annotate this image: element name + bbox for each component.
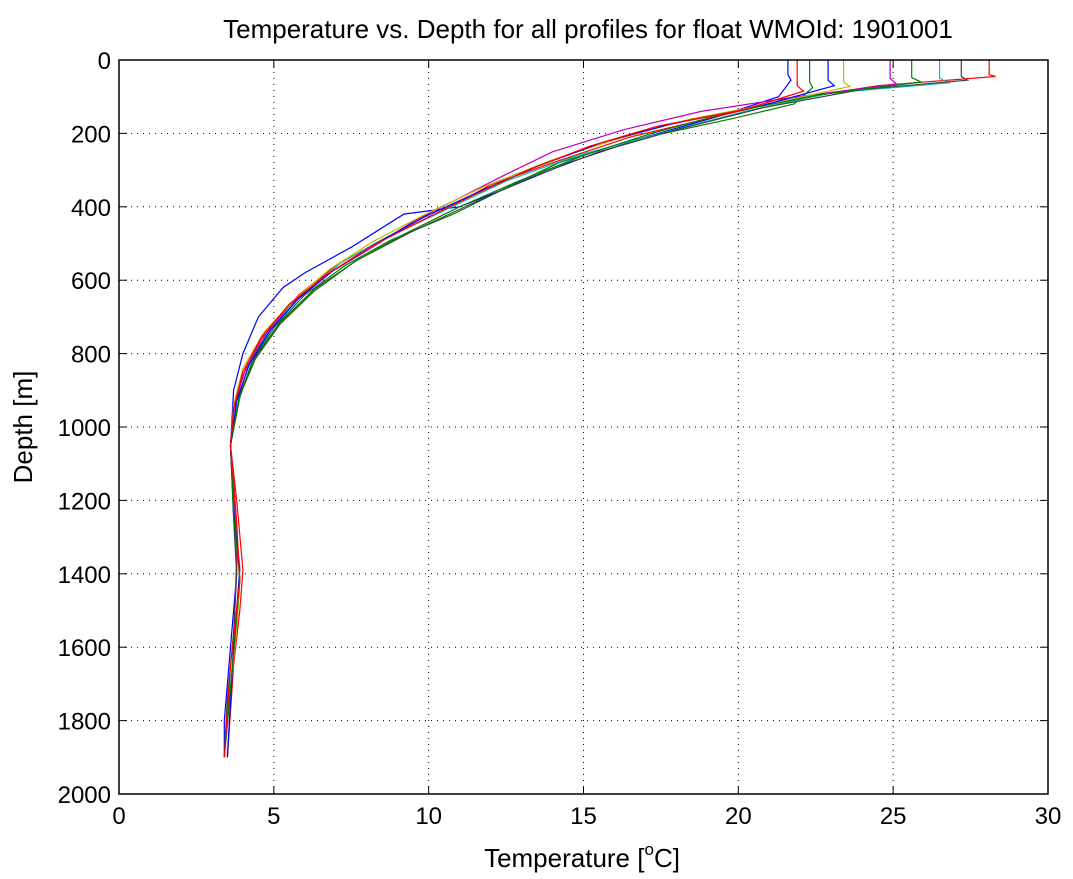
y-tick-label: 200 [71,121,111,148]
profile-line [223,60,952,758]
y-tick-label: 1400 [58,562,111,589]
profile-line [226,60,836,758]
y-tick-label: 800 [71,342,111,369]
chart-title: Temperature vs. Depth for all profiles f… [223,14,953,44]
x-tick-label: 25 [880,803,907,830]
profile-line [223,60,924,758]
x-axis-label: Temperature [oC] [484,840,680,873]
y-tick-label: 0 [98,48,111,75]
profile-lines [223,60,996,758]
y-tick-label: 1800 [58,709,111,736]
x-axis-label-main: Temperature [ [484,843,645,873]
x-axis-label-end: C] [654,843,680,873]
x-axis-label-superscript: o [644,840,653,859]
y-tick-label: 400 [71,195,111,222]
profile-line [223,60,852,758]
plot-frame [118,59,1049,795]
y-tick-label: 1000 [58,415,111,442]
x-tick-label: 20 [725,803,752,830]
profile-line [223,60,814,758]
profile-line [223,60,970,758]
x-tick-labels: 0 5 10 15 20 25 30 [112,803,1061,830]
x-tick-label: 10 [415,803,442,830]
x-tick-label: 5 [267,803,280,830]
y-tick-label: 1200 [58,488,111,515]
x-tick-label: 30 [1035,803,1062,830]
profile-line [223,60,792,758]
y-tick-label: 2000 [58,782,111,809]
y-tick-labels: 0 200 400 600 800 1000 1200 1400 1600 1800 2000 [58,48,111,809]
profile-line [226,60,996,758]
x-tick-label: 0 [112,803,125,830]
y-tick-label: 600 [71,268,111,295]
x-tick-label: 15 [570,803,597,830]
grid-lines [118,59,1049,795]
profile-line [223,60,805,758]
y-tick-label: 1600 [58,635,111,662]
y-axis-label: Depth [m] [8,371,38,484]
